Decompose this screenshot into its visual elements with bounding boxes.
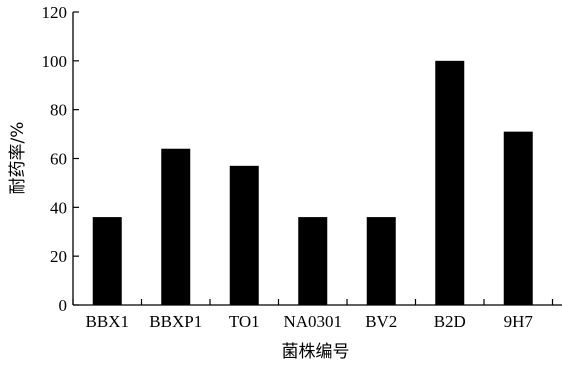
x-axis-ticks: BBX1 BBXP1 TO1 NA0301 BV2 B2D 9H7 [72, 299, 554, 331]
x-tick-label: BV2 [365, 312, 397, 331]
bar-bbx1 [92, 217, 122, 305]
x-tick-label: BBXP1 [149, 312, 202, 331]
y-tick-label: 60 [50, 150, 67, 169]
x-tick-label: NA0301 [283, 312, 342, 331]
bar-b2d [435, 60, 465, 306]
y-axis-ticks: 0 20 40 60 80 100 120 [42, 3, 79, 315]
y-tick-label: 20 [50, 247, 67, 266]
y-tick-label: 40 [50, 198, 67, 217]
bars [92, 60, 533, 306]
bar-bbxp1 [161, 148, 191, 305]
x-tick-label: 9H7 [504, 312, 534, 331]
y-tick-label: 100 [42, 52, 68, 71]
x-axis-title: 菌株编号 [282, 342, 350, 362]
x-tick-label: B2D [434, 312, 466, 331]
y-tick-label: 80 [50, 101, 67, 120]
x-tick-label: BBX1 [86, 312, 129, 331]
bar-bv2 [366, 217, 396, 305]
y-tick-label: 0 [59, 296, 68, 315]
bar-na0301 [298, 217, 328, 305]
bar-to1 [229, 165, 259, 305]
x-tick-label: TO1 [229, 312, 260, 331]
y-axis-title: 耐药率/% [8, 122, 28, 195]
bar-9h7 [503, 131, 533, 305]
y-tick-label: 120 [42, 3, 68, 22]
